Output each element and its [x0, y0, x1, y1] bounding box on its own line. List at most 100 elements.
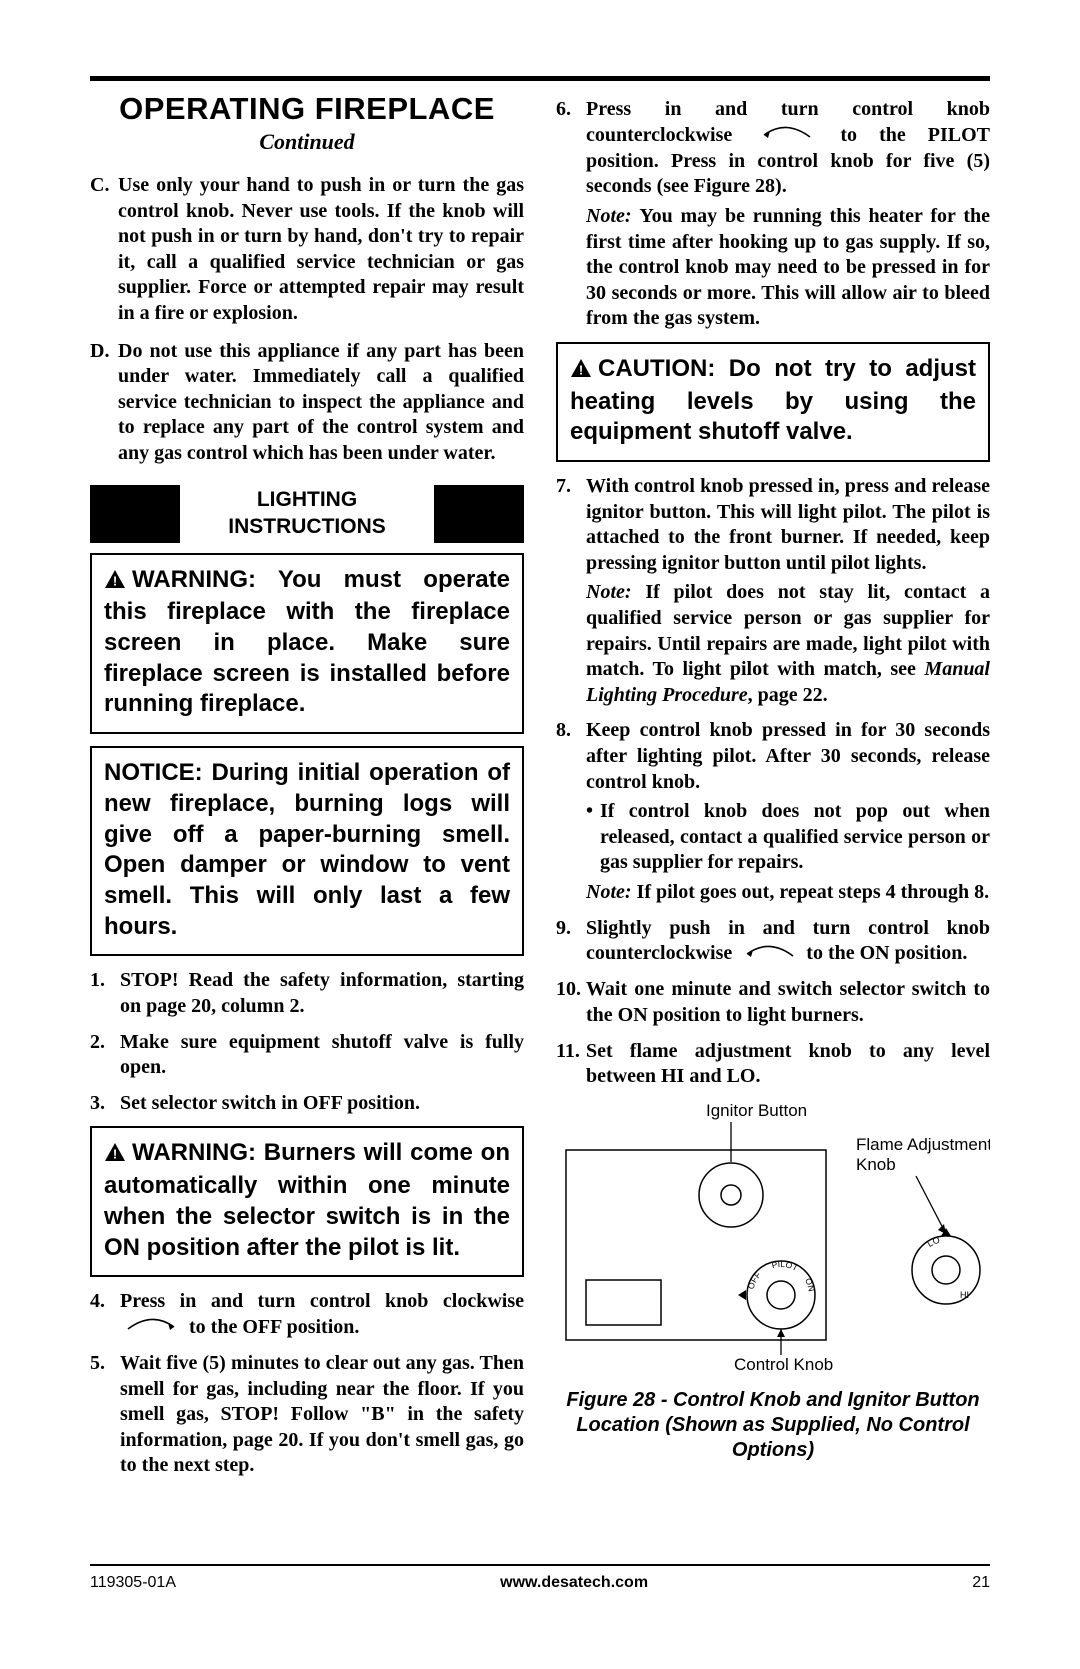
- step-8-bullet-1: • If control knob does not pop out when …: [586, 799, 990, 876]
- step-10: 10. Wait one minute and switch selector …: [556, 977, 990, 1028]
- caution-box: ! CAUTION: Do not try to adjust heating …: [556, 342, 990, 462]
- marker-10: 10.: [556, 977, 586, 1028]
- arc-arrow-ccw-icon: [741, 942, 797, 968]
- note-label: Note:: [586, 205, 639, 227]
- marker-6: 6.: [556, 97, 586, 332]
- step-9: 9. Slightly push in and turn control kno…: [556, 916, 990, 968]
- step-11-text: Set flame adjustment knob to any level b…: [586, 1039, 990, 1090]
- label-flame-1: Flame Adjustment: [856, 1135, 990, 1154]
- step-4-post: to the OFF position.: [189, 1316, 359, 1338]
- step-7: 7. With control knob pressed in, press a…: [556, 474, 990, 708]
- step-7-note: Note: If pilot does not stay lit, contac…: [586, 580, 990, 708]
- svg-text:!: !: [113, 1147, 117, 1162]
- marker-11: 11.: [556, 1039, 586, 1090]
- band-right-block: [434, 485, 524, 543]
- arc-arrow-cw-icon: [124, 1315, 180, 1341]
- step-8-note-text: If pilot goes out, repeat steps 4 throug…: [637, 881, 990, 903]
- item-d: D. Do not use this appliance if any part…: [90, 339, 524, 467]
- step-7-note-post: , page 22.: [748, 684, 828, 706]
- warning-triangle-icon: !: [570, 356, 592, 387]
- marker-c: C.: [90, 173, 118, 327]
- page-footer: 119305-01A www.desatech.com 21: [90, 1564, 990, 1592]
- marker-9: 9.: [556, 916, 586, 968]
- steps-4-5: 4. Press in and turn control knob clockw…: [90, 1289, 524, 1479]
- steps-1-3: 1. STOP! Read the safety information, st…: [90, 968, 524, 1116]
- right-column: 6. Press in and turn control knob counte…: [556, 91, 990, 1489]
- step-6-note-text: You may be running this heater for the f…: [586, 205, 990, 329]
- warning-2-body: WARNING: Burners will come on automatica…: [104, 1139, 510, 1260]
- section-band: LIGHTINGINSTRUCTIONS: [90, 485, 524, 543]
- step-6-body: Press in and turn control knob countercl…: [586, 97, 990, 332]
- marker-4: 4.: [90, 1289, 120, 1341]
- knob-hi-label: HI: [960, 1290, 969, 1300]
- svg-text:!: !: [113, 573, 117, 588]
- caution-text: ! CAUTION: Do not try to adjust heating …: [570, 354, 976, 448]
- warning-2-text: ! WARNING: Burners will come on automati…: [104, 1138, 510, 1263]
- marker-8: 8.: [556, 718, 586, 905]
- figure-28-caption: Figure 28 - Control Knob and Ignitor But…: [556, 1388, 990, 1463]
- marker-1: 1.: [90, 968, 120, 1019]
- page-number: 21: [972, 1574, 990, 1592]
- lettered-list: C. Use only your hand to push in or turn…: [90, 173, 524, 467]
- step-3-text: Set selector switch in OFF position.: [120, 1091, 524, 1117]
- figure-28: Ignitor Button Flame Adjustment Knob: [556, 1100, 990, 1463]
- top-rule: [90, 76, 990, 81]
- marker-d: D.: [90, 339, 118, 467]
- bullet-dot: •: [586, 799, 600, 876]
- step-8-note: Note: If pilot goes out, repeat steps 4 …: [586, 880, 990, 906]
- step-3: 3. Set selector switch in OFF position.: [90, 1091, 524, 1117]
- step-7-body: With control knob pressed in, press and …: [586, 474, 990, 708]
- warning-triangle-icon: !: [104, 567, 126, 598]
- steps-7-11: 7. With control knob pressed in, press a…: [556, 474, 990, 1090]
- marker-7: 7.: [556, 474, 586, 708]
- warning-1-text: ! WARNING: You must operate this firepla…: [104, 565, 510, 721]
- step-8: 8. Keep control knob pressed in for 30 s…: [556, 718, 990, 905]
- note-label: Note:: [586, 881, 637, 903]
- steps-6: 6. Press in and turn control knob counte…: [556, 97, 990, 332]
- marker-5: 5.: [90, 1351, 120, 1479]
- step-9-post: to the ON position.: [806, 942, 967, 964]
- notice-text: NOTICE: During initial operation of new …: [104, 758, 510, 942]
- step-6-note: Note: You may be running this heater for…: [586, 204, 990, 332]
- warning-triangle-icon: !: [104, 1140, 126, 1171]
- step-1-text: STOP! Read the safety information, start…: [120, 968, 524, 1019]
- label-control: Control Knob: [734, 1355, 833, 1374]
- band-label: LIGHTINGINSTRUCTIONS: [180, 485, 434, 543]
- band-left-block: [90, 485, 180, 543]
- knob-pilot-label: PILOT: [771, 1259, 800, 1273]
- step-8-bullet-text: If control knob does not pop out when re…: [600, 799, 990, 876]
- warning-box-2: ! WARNING: Burners will come on automati…: [90, 1126, 524, 1277]
- two-column-layout: OPERATING FIREPLACE Continued C. Use onl…: [90, 91, 990, 1489]
- step-7-text: With control knob pressed in, press and …: [586, 475, 990, 574]
- step-4-pre: Press in and turn control knob clockwise: [120, 1290, 524, 1312]
- page-title: OPERATING FIREPLACE: [90, 91, 524, 127]
- step-11: 11. Set flame adjustment knob to any lev…: [556, 1039, 990, 1090]
- marker-3: 3.: [90, 1091, 120, 1117]
- notice-box: NOTICE: During initial operation of new …: [90, 746, 524, 956]
- step-2: 2. Make sure equipment shutoff valve is …: [90, 1030, 524, 1081]
- step-2-text: Make sure equipment shutoff valve is ful…: [120, 1030, 524, 1081]
- warning-1-body: WARNING: You must operate this fireplace…: [104, 566, 510, 718]
- svg-text:!: !: [579, 362, 583, 377]
- step-6: 6. Press in and turn control knob counte…: [556, 97, 990, 332]
- page-content: OPERATING FIREPLACE Continued C. Use onl…: [90, 76, 990, 1489]
- step-10-text: Wait one minute and switch selector swit…: [586, 977, 990, 1028]
- item-c-text: Use only your hand to push in or turn th…: [118, 173, 524, 327]
- item-c: C. Use only your hand to push in or turn…: [90, 173, 524, 327]
- label-flame-2: Knob: [856, 1155, 896, 1174]
- label-ignitor: Ignitor Button: [706, 1101, 807, 1120]
- step-8-body: Keep control knob pressed in for 30 seco…: [586, 718, 990, 905]
- step-5-text: Wait five (5) minutes to clear out any g…: [120, 1351, 524, 1479]
- step-4: 4. Press in and turn control knob clockw…: [90, 1289, 524, 1341]
- page-subtitle: Continued: [90, 129, 524, 155]
- doc-number: 119305-01A: [90, 1574, 176, 1592]
- footer-rule: [90, 1564, 990, 1566]
- arc-arrow-ccw-icon: [758, 123, 814, 149]
- footer-row: 119305-01A www.desatech.com 21: [90, 1574, 990, 1592]
- knob-off-label: OFF: [746, 1269, 763, 1290]
- step-8-bullets: • If control knob does not pop out when …: [586, 799, 990, 876]
- warning-box-1: ! WARNING: You must operate this firepla…: [90, 553, 524, 735]
- caution-body: CAUTION: Do not try to adjust heating le…: [570, 355, 976, 445]
- step-9-body: Slightly push in and turn control knob c…: [586, 916, 990, 968]
- note-label: Note:: [586, 581, 645, 603]
